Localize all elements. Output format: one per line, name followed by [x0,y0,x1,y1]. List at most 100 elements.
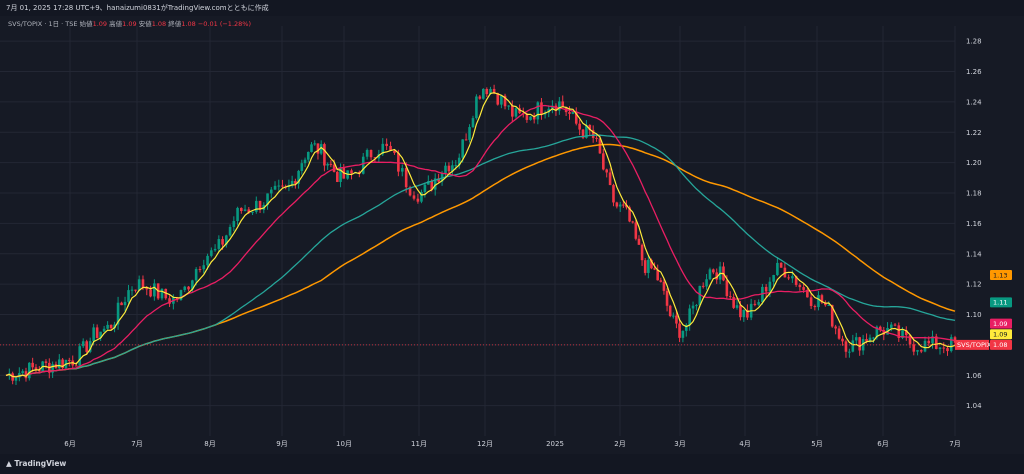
candle-down [844,341,848,352]
candle-down [934,336,938,349]
candle-down [628,207,631,222]
candle-down [496,93,500,105]
candle-up [536,102,540,120]
candle-down [240,207,243,211]
candle-down [942,347,946,349]
candle-up [116,302,120,325]
candle-down [485,89,489,95]
x-tick-label: 6月 [877,440,888,448]
candle-down [393,150,396,153]
candle-up [444,165,447,173]
y-tick-label: 1.14 [966,250,982,258]
candle-down [787,277,790,279]
candle-down [820,295,824,303]
candle-down [643,260,647,273]
candle-up [695,305,698,307]
candle-up [273,185,277,190]
candle-down [631,221,635,223]
candle-down [221,239,224,245]
ma_slow-line [5,134,956,378]
candle-up [236,207,239,222]
candle-down [650,259,653,269]
price-tag-symbol-bg [955,339,989,350]
legend-open: 1.09 [92,20,108,28]
candle-up [875,326,879,338]
candle-up [310,144,313,152]
candle-up [735,305,739,308]
candle-up [851,340,855,352]
candle-up [319,144,323,154]
candle-down [168,298,171,304]
candle-down [416,198,420,202]
candle-down [38,369,41,372]
candle-up [400,168,404,172]
candle-down [732,297,735,308]
tradingview-logo[interactable]: ▲ TradingView [6,459,66,468]
candle-down [665,290,669,306]
candle-up [901,330,904,338]
candle-up [949,337,953,352]
candle-up [848,351,851,353]
candle-up [297,170,300,184]
candle-down [187,286,190,290]
candle-down [525,114,529,120]
candle-up [179,290,183,301]
candle-up [130,289,134,291]
candle-down [561,101,565,108]
candle-down [615,202,619,207]
candle-up [618,204,622,207]
candle-up [255,200,258,212]
candle-down [574,112,578,124]
x-tick-label: 10月 [336,440,352,448]
candle-up [672,315,675,317]
candle-down [637,238,641,245]
candle-up [210,250,213,256]
candle-up [313,143,317,145]
y-tick-label: 1.18 [966,190,982,198]
y-tick-label: 1.22 [966,129,982,137]
legend-open-label: 始値 [79,20,93,28]
candle-down [879,326,882,331]
candle-down [120,302,123,306]
candle-down [753,303,757,305]
candle-up [705,279,708,287]
candle-up [547,108,551,113]
candle-up [251,211,254,213]
candle-up [202,265,206,270]
candle-up [361,156,365,174]
candle-down [31,362,34,368]
candle-up [647,259,650,273]
candle-down [882,330,886,335]
price-tag-label: 1.11 [993,299,1007,307]
candle-up [243,209,247,211]
candle-up [854,337,858,341]
symbol-legend[interactable]: SVS/TOPIX · 1日 · TSE 始値1.09 高値1.09 安値1.0… [8,18,251,28]
candle-down [830,304,834,327]
candle-up [92,327,95,342]
candle-up [206,255,209,266]
legend-close-label: 終値 [168,20,182,28]
candle-up [106,324,109,329]
candle-down [85,341,88,352]
candle-up [461,139,464,158]
candle-down [578,123,581,130]
price-tag-bg [990,318,1012,329]
candle-up [377,154,381,159]
y-tick-label: 1.24 [966,98,982,106]
candle-down [385,143,388,146]
candle-down [912,344,916,352]
price-tag-bg [990,329,1012,340]
candle-up [269,189,273,194]
candle-down [44,361,48,363]
y-tick-label: 1.10 [966,311,982,319]
candle-up [768,281,772,292]
price-chart[interactable]: 1.04 1.06 1.08 1.10 1.12 1.14 1.16 1.18 1.20 1.22… [0,16,1024,454]
candle-down [764,286,768,292]
candle-down [701,285,705,287]
x-tick-label: 5月 [811,440,822,448]
legend-low: 1.08 [151,20,167,28]
tradingview-logo-icon: ▲ [6,459,12,468]
candle-down [653,268,656,270]
candle-down [134,289,137,291]
legend-symbol: SVS/TOPIX · 1日 · TSE [8,20,78,28]
